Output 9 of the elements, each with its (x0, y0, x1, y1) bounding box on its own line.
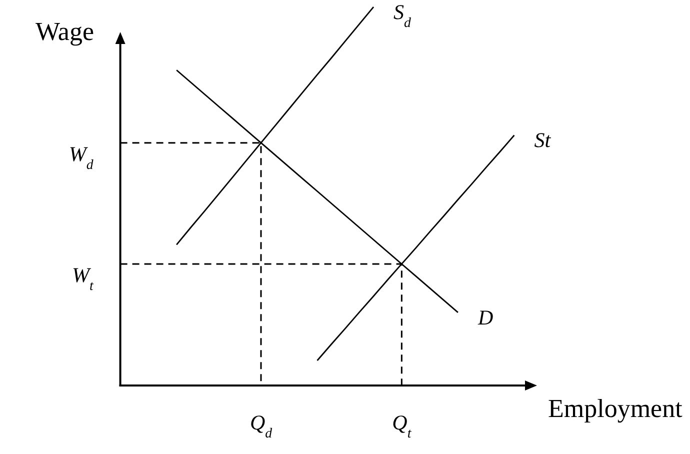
text: W$_{d}$ (68, 142, 94, 172)
series-label: D (476, 305, 494, 330)
series-label: St (534, 128, 552, 152)
y-axis-title: Wage (35, 17, 94, 46)
x-axis-title: Employment (548, 394, 684, 423)
x-tick-label: Q$_{t}$ (392, 410, 412, 440)
text: W$_{t}$ (72, 262, 94, 292)
x-tick-label: Q$_{d}$ (250, 410, 272, 440)
series-label: S$_{d}$ (394, 0, 412, 30)
